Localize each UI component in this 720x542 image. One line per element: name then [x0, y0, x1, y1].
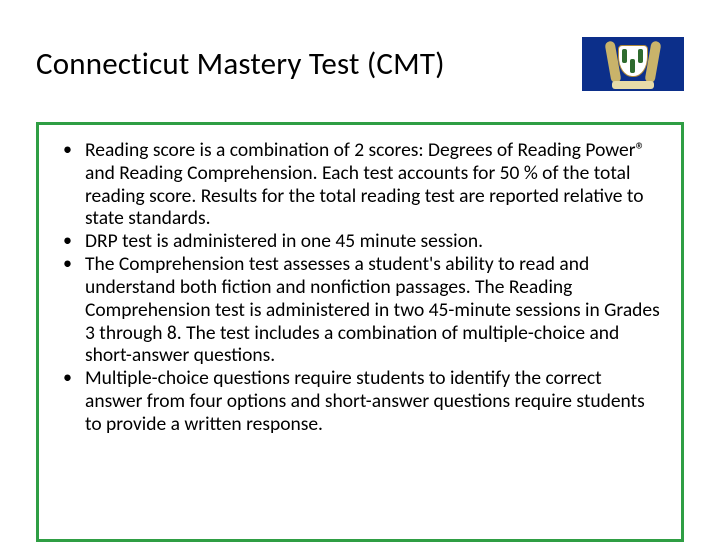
- connecticut-flag-icon: [582, 28, 684, 100]
- list-item: Multiple-choice questions require studen…: [85, 367, 663, 435]
- page-title: Connecticut Mastery Test (CMT): [36, 45, 445, 83]
- list-item: Reading score is a combination of 2 scor…: [85, 139, 663, 230]
- bullet-list: Reading score is a combination of 2 scor…: [57, 139, 663, 436]
- flag-vine: [638, 49, 643, 63]
- flag-seal-icon: [610, 41, 656, 87]
- flag-field: [582, 37, 684, 91]
- slide: Connecticut Mastery Test (CMT) Reading s…: [0, 0, 720, 540]
- list-item: DRP test is administered in one 45 minut…: [85, 230, 663, 253]
- content-box: Reading score is a combination of 2 scor…: [36, 122, 684, 542]
- flag-ribbon: [612, 81, 654, 89]
- title-row: Connecticut Mastery Test (CMT): [36, 28, 684, 100]
- flag-stripe-top: [582, 28, 684, 37]
- list-item: The Comprehension test assesses a studen…: [85, 253, 663, 367]
- flag-stripe-bottom: [582, 91, 684, 100]
- flag-vine: [630, 59, 635, 73]
- flag-vine: [622, 49, 627, 63]
